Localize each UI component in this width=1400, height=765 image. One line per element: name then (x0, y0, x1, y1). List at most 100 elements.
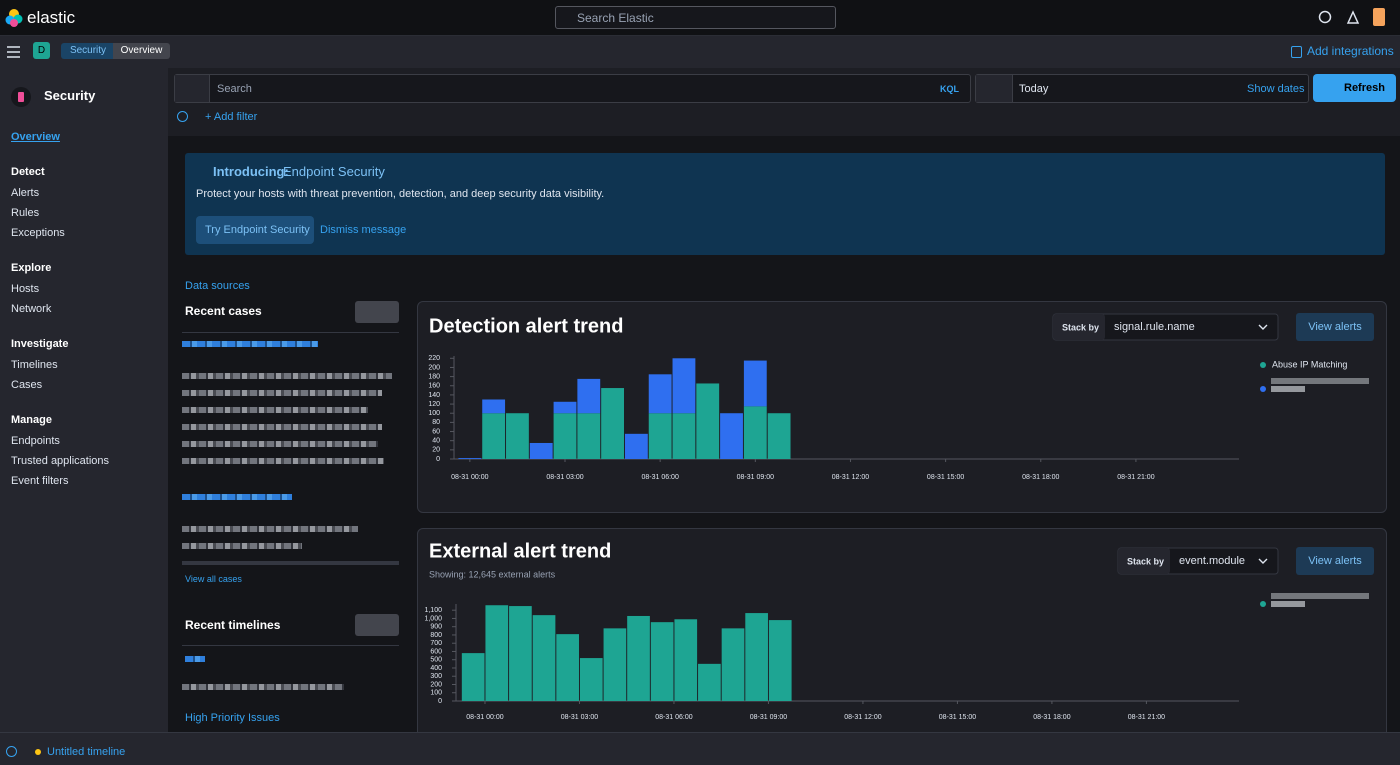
security-logo (11, 87, 31, 107)
logo (5, 9, 23, 27)
x-tick-label: 08-31 21:00 (1117, 474, 1154, 481)
bar-segment (579, 658, 603, 701)
add-integrations[interactable]: Add integrations (1307, 44, 1394, 58)
bar-segment (745, 613, 768, 701)
view-alerts-button[interactable] (1296, 547, 1374, 575)
global-search[interactable]: Search Elastic (555, 6, 836, 29)
query-placeholder: Search (217, 83, 252, 95)
legend-swatch (1260, 386, 1266, 392)
bar-segment (696, 383, 720, 459)
breadcrumb[interactable]: Security (61, 43, 115, 59)
banner-title-prefix: Introducing: (213, 164, 289, 179)
filter-icon (177, 111, 188, 122)
bar-segment (624, 433, 648, 459)
y-tick-label: 0 (436, 456, 440, 463)
x-tick-label: 08-31 06:00 (641, 474, 678, 481)
button-label: Try Endpoint Security (205, 224, 310, 236)
search-placeholder: Search Elastic (577, 11, 654, 25)
view-alerts-button[interactable] (1296, 313, 1374, 341)
nav-item[interactable]: Alerts (11, 187, 40, 199)
try-endpoint-button[interactable]: Try Endpoint Security (196, 216, 314, 244)
kql-toggle[interactable]: KQL (940, 84, 959, 94)
divider (182, 332, 399, 333)
y-tick-label: 140 (428, 392, 440, 399)
chart-subtitle: Showing: 12,645 external alerts (429, 569, 556, 579)
nav-item[interactable]: Network (11, 303, 52, 315)
timeline-item[interactable]: High Priority Issues (185, 712, 280, 724)
refresh-button[interactable]: Refresh (1313, 74, 1396, 102)
nav-overview[interactable]: Overview (11, 131, 60, 143)
bar-segment (720, 413, 743, 459)
menu-icon[interactable] (7, 46, 21, 58)
y-tick-label: 120 (428, 401, 440, 408)
add-filter[interactable]: + Add filter (205, 111, 258, 123)
nav-item[interactable]: Event filters (11, 475, 69, 487)
quick-menu[interactable] (976, 75, 1013, 102)
divider (182, 645, 399, 646)
nav-item[interactable]: Cases (11, 379, 43, 391)
status-dot (35, 749, 41, 755)
date-picker[interactable]: Today Show dates (975, 74, 1309, 103)
bar-segment (553, 413, 577, 459)
redacted (1271, 378, 1369, 384)
data-sources[interactable]: Data sources (185, 280, 250, 292)
y-tick-label: 1,100 (424, 607, 442, 614)
y-tick-label: 600 (430, 648, 442, 655)
chart-title: Detection alert trend (429, 315, 623, 337)
bar-segment (743, 360, 767, 407)
nav-item[interactable]: Timelines (11, 359, 58, 371)
bar-segment (648, 413, 672, 459)
bar-segment (529, 442, 553, 459)
header: elastic Search Elastic (0, 0, 1400, 36)
y-tick-label: 700 (430, 640, 442, 647)
add-timeline-icon[interactable] (6, 746, 17, 757)
bottom-bar: Untitled timeline (0, 732, 1400, 765)
nav-item[interactable]: Rules (11, 207, 40, 219)
divider (182, 561, 399, 565)
y-tick-label: 0 (438, 698, 442, 705)
show-dates[interactable]: Show dates (1247, 83, 1305, 95)
legend-label: Abuse IP Matching (1272, 359, 1347, 369)
bar-segment (767, 413, 791, 459)
bar-segment (482, 413, 506, 459)
y-tick-label: 1,000 (424, 615, 442, 622)
view-alerts-label: View alerts (1308, 321, 1362, 333)
saved-query-button[interactable] (175, 75, 210, 102)
refresh-label: Refresh (1344, 82, 1385, 94)
redacted (182, 458, 384, 464)
bar-segment (601, 388, 625, 459)
bar-segment (485, 605, 509, 701)
nav-item[interactable]: Trusted applications (11, 455, 110, 467)
query-input[interactable]: Search KQL (174, 74, 971, 103)
legend-swatch (1260, 601, 1266, 607)
nav-item[interactable]: Endpoints (11, 435, 60, 447)
y-tick-label: 500 (430, 657, 442, 664)
recent-timelines-title: Recent timelines (185, 618, 281, 632)
timeline-tab[interactable]: Untitled timeline (47, 746, 126, 758)
recent-cases-title: Recent cases (185, 304, 262, 318)
integrations-icon (1291, 46, 1302, 58)
bar-segment (482, 399, 506, 414)
user-avatar[interactable] (1373, 8, 1385, 26)
x-tick-label: 08-31 03:00 (561, 714, 598, 721)
bar-segment (672, 413, 696, 459)
bar-segment (672, 358, 696, 414)
x-tick-label: 08-31 00:00 (451, 474, 488, 481)
redacted (182, 373, 392, 379)
redacted (182, 407, 368, 413)
bar-segment (743, 406, 767, 459)
nav-group-title: Manage (11, 414, 52, 426)
view-all-cases[interactable]: View all cases (185, 574, 242, 584)
space-avatar[interactable]: D (33, 42, 50, 59)
view-alerts-label: View alerts (1308, 555, 1362, 567)
nav-item[interactable]: Exceptions (11, 227, 65, 239)
timeline-buttons[interactable] (355, 614, 399, 636)
x-tick-label: 08-31 03:00 (546, 474, 583, 481)
banner-text: Protect your hosts with threat preventio… (196, 188, 605, 200)
dismiss-button[interactable]: Dismiss message (320, 224, 407, 236)
cases-buttons[interactable] (355, 301, 399, 323)
nav-item[interactable]: Hosts (11, 283, 40, 295)
bar-segment (553, 401, 577, 414)
bar-segment (698, 663, 721, 701)
detection-panel: Detection alert trend Stack by signal.rule… (417, 301, 1387, 513)
